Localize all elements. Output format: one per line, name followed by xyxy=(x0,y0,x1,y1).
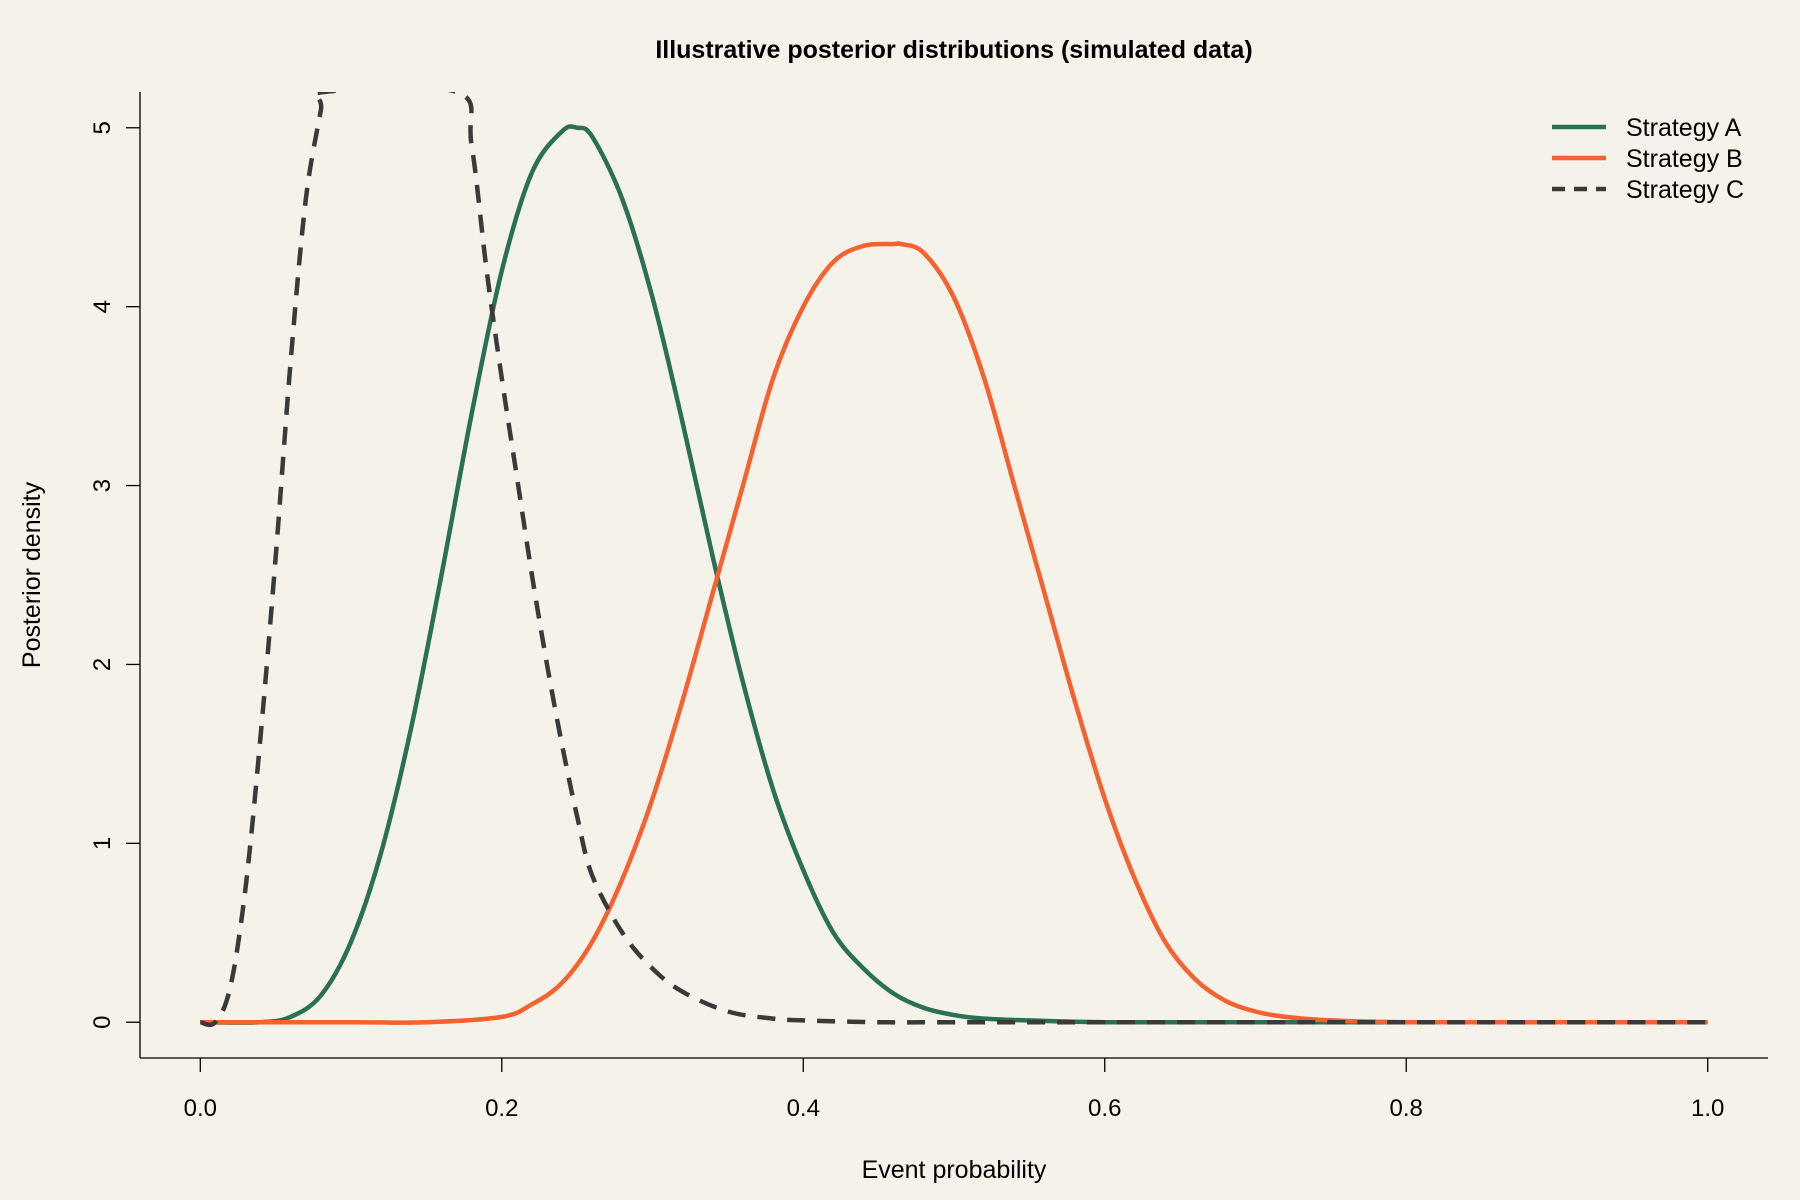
x-tick-label: 1.0 xyxy=(1691,1095,1724,1122)
y-tick-label: 2 xyxy=(89,658,116,671)
legend-label-strategy-b: Strategy B xyxy=(1626,145,1743,173)
series-layer xyxy=(199,92,1708,1028)
axes: 0.0 0.2 0.4 0.6 0.8 1.0 0 1 2 3 4 5 xyxy=(89,92,1768,1122)
y-axis-label: Posterior density xyxy=(18,481,46,668)
chart-title: Illustrative posterior distributions (si… xyxy=(655,36,1252,64)
y-tick-label: 3 xyxy=(89,479,116,492)
legend-label-strategy-a: Strategy A xyxy=(1626,114,1742,142)
series-strategy-a xyxy=(200,124,1708,1025)
x-tick-label: 0.4 xyxy=(787,1095,820,1122)
legend-label-strategy-c: Strategy C xyxy=(1626,176,1744,204)
legend: Strategy A Strategy B Strategy C xyxy=(1552,114,1744,204)
y-tick-label: 0 xyxy=(89,1016,116,1029)
y-tick-label: 1 xyxy=(89,837,116,850)
y-tick-label: 4 xyxy=(89,300,116,313)
series-strategy-c xyxy=(199,92,1708,1028)
x-axis-label: Event probability xyxy=(862,1156,1047,1184)
series-strategy-b xyxy=(200,241,1708,1025)
series-line-strategy-c xyxy=(199,92,1708,1028)
x-tick-label: 0.0 xyxy=(184,1095,217,1122)
x-tick-label: 0.2 xyxy=(485,1095,518,1122)
x-tick-label: 0.6 xyxy=(1088,1095,1121,1122)
series-line-strategy-a xyxy=(200,124,1708,1025)
series-line-strategy-b xyxy=(200,241,1708,1025)
x-tick-label: 0.8 xyxy=(1390,1095,1423,1122)
y-tick-label: 5 xyxy=(89,121,116,134)
